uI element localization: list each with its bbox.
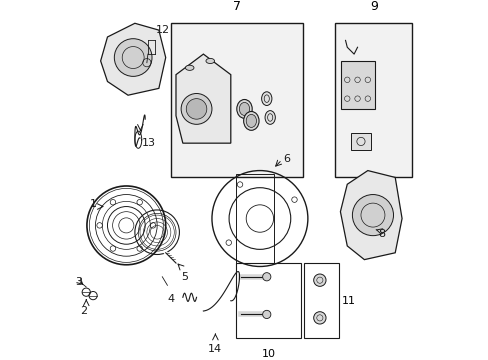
Circle shape — [352, 194, 393, 236]
Circle shape — [313, 312, 325, 324]
Text: 4: 4 — [167, 294, 174, 304]
Circle shape — [186, 99, 206, 119]
Circle shape — [262, 310, 270, 319]
Ellipse shape — [246, 114, 256, 127]
FancyBboxPatch shape — [335, 23, 411, 177]
Circle shape — [181, 94, 211, 124]
Text: 6: 6 — [282, 154, 289, 163]
Bar — [235, 174, 273, 263]
Text: 11: 11 — [342, 296, 355, 306]
Polygon shape — [340, 171, 401, 260]
Text: 10: 10 — [261, 349, 275, 359]
Text: 12: 12 — [155, 25, 169, 35]
Text: 2: 2 — [80, 306, 87, 316]
Text: 8: 8 — [377, 229, 385, 239]
Text: 9: 9 — [369, 0, 377, 13]
Polygon shape — [101, 23, 165, 95]
Ellipse shape — [264, 111, 275, 124]
Ellipse shape — [185, 65, 194, 70]
Circle shape — [262, 273, 270, 281]
Text: 14: 14 — [208, 343, 222, 354]
Ellipse shape — [205, 58, 214, 63]
Text: 13: 13 — [142, 138, 155, 148]
Text: 1: 1 — [90, 198, 97, 208]
Bar — [341, 61, 375, 109]
Circle shape — [114, 39, 152, 76]
Text: 7: 7 — [232, 0, 240, 13]
Polygon shape — [176, 54, 230, 143]
Ellipse shape — [236, 99, 252, 118]
Ellipse shape — [261, 92, 271, 105]
Text: 3: 3 — [75, 277, 82, 287]
Bar — [350, 133, 370, 150]
Ellipse shape — [243, 112, 259, 130]
Circle shape — [313, 274, 325, 286]
FancyBboxPatch shape — [170, 23, 302, 177]
Text: 5: 5 — [181, 272, 188, 282]
Ellipse shape — [239, 102, 249, 116]
